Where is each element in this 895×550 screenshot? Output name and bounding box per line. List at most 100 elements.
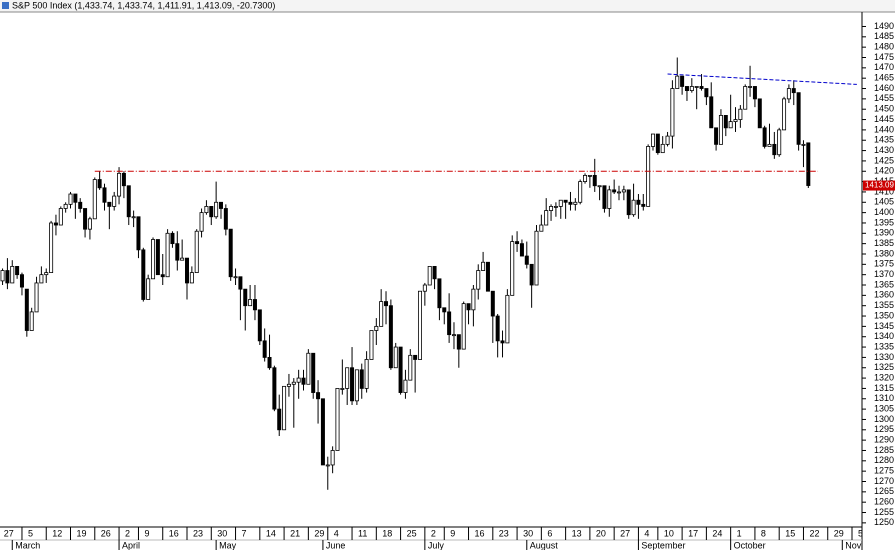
candle-body (437, 278, 442, 309)
candle-body (748, 86, 753, 88)
y-tick-label: 1455 (874, 93, 894, 103)
month-label: June (326, 540, 346, 550)
candle-body (646, 146, 651, 207)
candle-body (694, 86, 699, 88)
y-tick-label: 1290 (874, 435, 894, 445)
candle-body (612, 189, 617, 193)
chart-title: S&P 500 Index (1,433.74, 1,433.74, 1,411… (12, 0, 275, 10)
x-tick-label: 8 (761, 528, 766, 538)
candle-body (272, 367, 277, 410)
month-label: September (641, 540, 685, 550)
x-tick-label: 4 (334, 528, 339, 538)
candle-body (209, 206, 214, 218)
candle-body (466, 303, 471, 311)
candle-body (801, 143, 806, 146)
x-tick-label: 11 (358, 528, 367, 538)
candle-body (189, 272, 194, 284)
candle-body (151, 239, 156, 280)
candle-body (121, 172, 126, 187)
candle-body (413, 354, 418, 360)
candle-body (126, 185, 131, 218)
candle-body (660, 143, 665, 154)
trend-line (667, 73, 857, 85)
candle-body (519, 243, 524, 257)
candle-body (714, 127, 719, 145)
y-tick-label: 1270 (874, 476, 894, 486)
y-tick-label: 1360 (874, 290, 894, 300)
candle-body (782, 98, 787, 131)
candle-body (277, 408, 282, 431)
candle-body (510, 241, 515, 296)
y-tick-label: 1425 (874, 155, 894, 165)
candle-body (733, 119, 738, 123)
candle-body (73, 193, 78, 203)
y-tick-label: 1450 (874, 104, 894, 114)
x-tick-label: 2 (125, 528, 130, 538)
y-tick-label: 1435 (874, 135, 894, 145)
y-tick-label: 1265 (874, 486, 894, 496)
y-tick-label: 1335 (874, 341, 894, 351)
y-tick-label: 1250 (874, 517, 894, 527)
candle-body (350, 367, 355, 402)
candle-body (738, 108, 743, 120)
candle-body (505, 294, 510, 344)
candle-body (641, 203, 646, 207)
x-tick-label: 10 (664, 528, 674, 538)
candle-body (68, 193, 73, 205)
candle-body (631, 199, 636, 216)
candle-body (335, 388, 340, 451)
y-tick-label: 1405 (874, 197, 894, 207)
x-tick-label: 29 (314, 528, 324, 538)
y-tick-label: 1310 (874, 393, 894, 403)
candle-body (786, 88, 791, 100)
x-tick-label: 14 (266, 528, 276, 538)
candle-body (63, 203, 68, 209)
candle-body (340, 388, 345, 390)
candle-body (243, 288, 248, 307)
candle-body (248, 299, 253, 307)
candle-body (728, 121, 733, 129)
y-tick-label: 1440 (874, 124, 894, 134)
candle-body (485, 261, 490, 292)
candle-body (539, 224, 544, 232)
candle-body (112, 195, 117, 207)
candle-body (204, 206, 209, 214)
y-tick-label: 1355 (874, 300, 894, 310)
y-tick-label: 1390 (874, 228, 894, 238)
y-tick-label: 1280 (874, 455, 894, 465)
candle-body (92, 179, 97, 220)
x-tick-label: 7 (242, 528, 247, 538)
x-tick-label: 16 (475, 528, 485, 538)
y-tick-label: 1375 (874, 259, 894, 269)
candle-body (34, 282, 39, 313)
candle-body (699, 86, 704, 89)
candle-body (451, 334, 456, 337)
candle-body (762, 127, 767, 147)
y-tick-label: 1370 (874, 269, 894, 279)
candle-body (563, 199, 568, 203)
candle-body (408, 354, 413, 381)
candle-body (384, 301, 389, 307)
title-icon (2, 2, 9, 9)
candle-body (29, 311, 34, 331)
last-price-box (863, 180, 895, 191)
candle-body (24, 288, 29, 331)
candle-body (602, 185, 607, 209)
candle-body (214, 201, 219, 218)
candle-body (39, 274, 44, 284)
month-label: April (122, 540, 140, 550)
candle-body (461, 303, 466, 350)
x-tick-label: 21 (290, 528, 300, 538)
candle-body (97, 179, 102, 189)
candle-body (422, 284, 427, 292)
candle-body (675, 75, 680, 89)
candle-body (583, 174, 588, 182)
y-tick-label: 1430 (874, 145, 894, 155)
x-tick-label: 2 (431, 528, 436, 538)
candle-body (5, 270, 10, 284)
candle-body (490, 290, 495, 317)
x-tick-label: 25 (407, 528, 417, 538)
candle-body (0, 270, 5, 282)
candle-body (534, 230, 539, 286)
candle-body (772, 143, 777, 156)
